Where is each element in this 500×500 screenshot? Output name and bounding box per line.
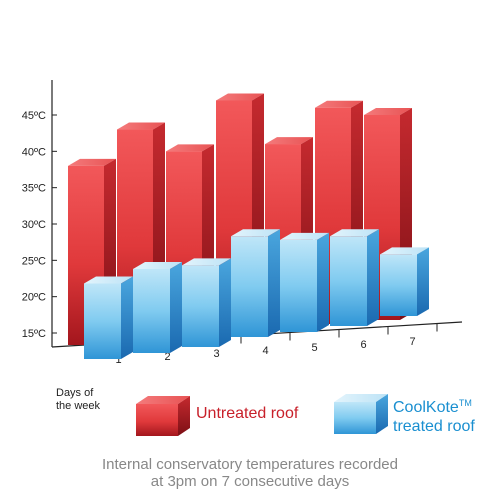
y-ticks: 15ºC 20ºC 25ºC 30ºC 35ºC 40ºC 45ºC — [22, 110, 57, 340]
legend: Untreated roof CoolKoteTM treated roof — [136, 394, 475, 436]
x-tick-label: 7 — [409, 336, 415, 348]
treated-bar — [231, 229, 280, 337]
y-tick-label: 30ºC — [22, 219, 46, 231]
x-tick-label: 1 — [115, 354, 121, 366]
legend-label-treated-tm: TM — [459, 398, 472, 408]
y-tick-label: 15ºC — [22, 328, 46, 340]
x-tick-label: 5 — [311, 342, 317, 354]
y-tick-label: 25ºC — [22, 255, 46, 267]
chart-caption: Internal conservatory temperatures recor… — [0, 456, 500, 490]
x-axis-title-line2: the week — [56, 400, 101, 412]
treated-bar — [133, 261, 182, 353]
caption-line1: Internal conservatory temperatures recor… — [102, 456, 398, 473]
y-tick-label: 35ºC — [22, 183, 46, 195]
x-axis-title-line1: Days of — [56, 387, 94, 399]
treated-bar — [280, 232, 329, 332]
legend-label-treated-brand: CoolKote — [393, 399, 459, 416]
caption-line2: at 3pm on 7 consecutive days — [150, 473, 350, 490]
legend-swatch-untreated — [136, 396, 190, 436]
legend-label-treated-line2: treated roof — [393, 418, 475, 435]
x-tick-label: 4 — [262, 345, 268, 357]
treated-bar — [330, 229, 379, 326]
y-tick-label: 45ºC — [22, 110, 46, 122]
legend-swatch-treated — [334, 394, 388, 434]
treated-bar — [380, 247, 429, 316]
x-tick-label: 2 — [164, 351, 170, 363]
x-axis-title: Days of the week — [56, 387, 101, 412]
treated-bar — [182, 258, 231, 347]
x-tick-label: 6 — [360, 339, 366, 351]
legend-label-untreated: Untreated roof — [196, 405, 299, 422]
untreated-bar — [117, 122, 165, 342]
legend-label-treated-line1: CoolKoteTM — [393, 398, 472, 416]
x-tick-label: 3 — [213, 348, 219, 360]
treated-bar — [84, 276, 133, 359]
treated-bars — [84, 229, 429, 359]
y-tick-label: 20ºC — [22, 292, 46, 304]
y-tick-label: 40ºC — [22, 146, 46, 158]
